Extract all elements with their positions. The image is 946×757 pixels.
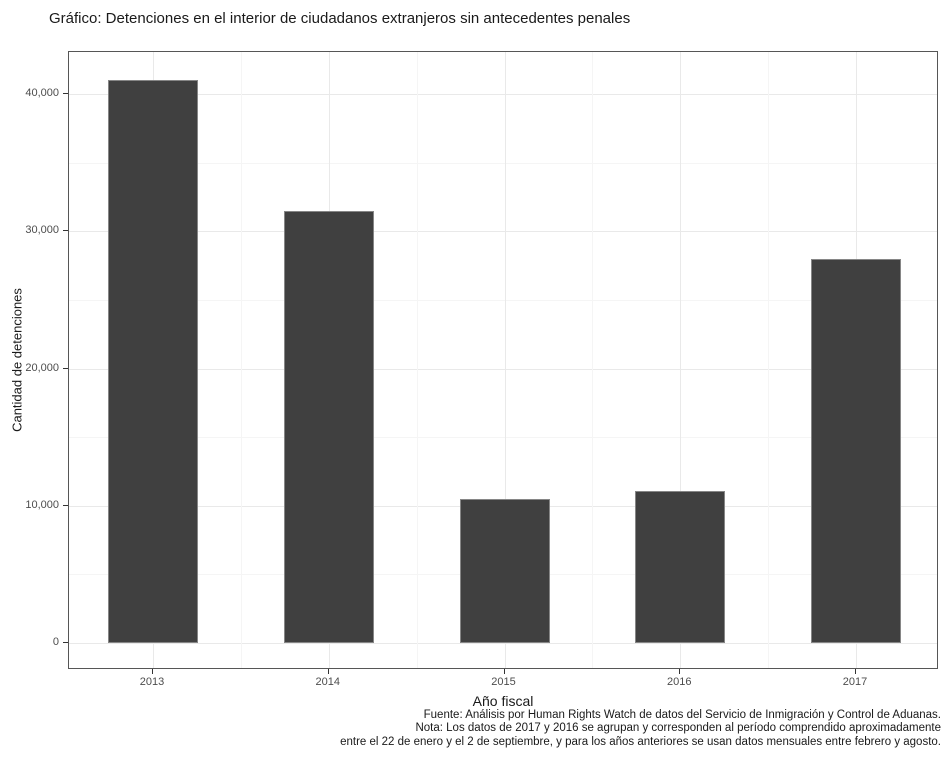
gridline-x-minor (768, 52, 770, 668)
caption-line: Nota: Los datos de 2017 y 2016 se agrupa… (415, 722, 941, 735)
y-tick-mark (63, 642, 68, 643)
x-tick-label: 2016 (667, 676, 692, 688)
x-tick-label: 2017 (842, 676, 868, 688)
gridline-x-major (680, 52, 682, 668)
y-tick-label: 0 (52, 636, 59, 648)
bar-2014 (283, 210, 374, 643)
gridline-x-minor (592, 52, 594, 668)
x-axis-title: Año fiscal (472, 693, 534, 709)
y-tick-label: 20,000 (25, 361, 59, 374)
plot-panel (68, 51, 938, 669)
x-tick-mark (327, 669, 329, 674)
bar-2013 (108, 80, 198, 643)
bar-2016 (635, 490, 726, 643)
x-tick-mark (152, 669, 153, 674)
gridline-y-major (69, 643, 937, 644)
gridline-x-minor (416, 52, 418, 668)
x-tick-mark (855, 669, 856, 674)
x-tick-label: 2013 (139, 676, 165, 688)
y-tick-label: 40,000 (25, 87, 59, 99)
caption-line: Fuente: Análisis por Human Rights Watch … (423, 709, 941, 721)
x-tick-mark (679, 669, 681, 674)
gridline-y-major (69, 368, 937, 370)
y-tick-mark (63, 93, 68, 94)
y-tick-mark (63, 230, 68, 232)
bar-2015 (459, 498, 550, 643)
bar-2017 (811, 258, 901, 643)
y-tick-mark (63, 367, 68, 369)
gridline-y-minor (69, 437, 937, 439)
gridline-y-minor (69, 162, 937, 164)
gridline-y-major (69, 231, 937, 233)
chart-title: Gráfico: Detenciones en el interior de c… (49, 10, 631, 27)
y-axis-title: Cantidad de detenciones (9, 288, 25, 432)
gridline-x-minor (240, 52, 242, 668)
y-tick-label: 10,000 (25, 498, 59, 511)
gridline-y-major (69, 94, 937, 95)
x-tick-label: 2015 (491, 676, 516, 688)
gridline-y-minor (69, 299, 937, 301)
x-tick-label: 2014 (315, 676, 340, 688)
caption-line: entre el 22 de enero y el 2 de septiembr… (340, 735, 941, 748)
gridline-x-major (504, 52, 506, 668)
y-tick-label: 30,000 (25, 224, 59, 237)
x-tick-mark (503, 669, 505, 674)
source-caption: Fuente: Análisis por Human Rights Watch … (340, 709, 941, 749)
y-tick-mark (63, 504, 68, 506)
